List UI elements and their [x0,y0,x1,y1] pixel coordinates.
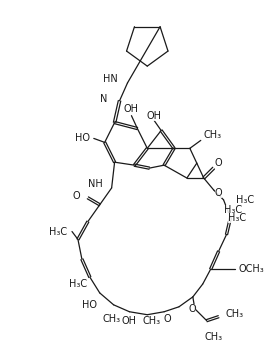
Text: H₃C: H₃C [236,195,254,205]
Text: CH₃: CH₃ [225,309,244,319]
Text: H₃C: H₃C [228,213,247,223]
Text: NH: NH [88,179,103,189]
Text: CH₃: CH₃ [142,316,160,326]
Text: HO: HO [75,134,90,143]
Text: CH₃: CH₃ [204,130,222,141]
Text: OH: OH [147,111,162,120]
Text: OH: OH [124,104,139,114]
Text: CH₃: CH₃ [205,332,223,341]
Text: H₃C: H₃C [224,205,242,215]
Text: OCH₃: OCH₃ [238,264,264,274]
Text: O: O [188,304,196,314]
Text: H₃C: H₃C [49,226,67,237]
Text: O: O [215,158,222,168]
Text: O: O [163,314,171,324]
Text: CH₃: CH₃ [102,314,121,324]
Text: H₃C: H₃C [69,279,87,289]
Text: O: O [72,191,80,201]
Text: HO: HO [82,300,97,310]
Text: HN: HN [103,74,118,84]
Text: O: O [215,188,222,198]
Text: N: N [100,94,108,104]
Text: OH: OH [122,316,137,326]
